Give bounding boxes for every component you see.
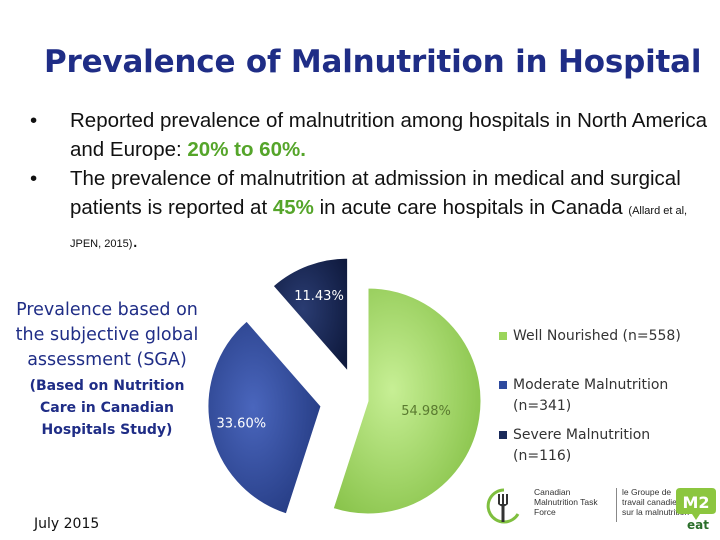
cmtf-logo-en: Canadian Malnutrition Task Force	[534, 487, 598, 517]
pie-label-well-nourished: 54.98%	[401, 404, 451, 419]
pie-slice-moderate	[207, 320, 322, 515]
bullet-list: • Reported prevalence of malnutrition amo…	[30, 106, 710, 259]
pie-slice-severe	[272, 257, 349, 373]
sga-label: Prevalence based on the subjective globa…	[14, 298, 200, 441]
bullet-2-highlight: 45%	[272, 196, 314, 219]
bullet-2-end: .	[132, 229, 139, 252]
legend-swatch-well-nourished	[499, 332, 507, 340]
cmtf-logo-fr: le Groupe de travail canadien sur la mal…	[622, 487, 690, 517]
pie-label-severe: 11.43%	[294, 289, 344, 304]
bullet-2-text-a: The prevalence of malnutrition at admiss…	[70, 167, 681, 219]
legend-label-well-nourished: Well Nourished (n=558)	[513, 328, 681, 344]
bullet-1-highlight: 20% to 60%.	[187, 138, 306, 161]
legend-label-severe-n: (n=116)	[513, 448, 572, 464]
slide-title: Prevalence of Malnutrition in Hospital	[44, 44, 702, 80]
m2-logo-text: M2	[682, 493, 709, 512]
legend-item-moderate: Moderate Malnutrition (n=341)	[499, 375, 681, 417]
date-label: July 2015	[34, 516, 100, 532]
chart-legend: Well Nourished (n=558) Moderate Malnutri…	[499, 326, 681, 467]
legend-swatch-moderate	[499, 381, 507, 389]
fork-logo-icon	[486, 488, 520, 524]
logo-divider	[616, 488, 617, 522]
sga-sub-label: (Based on Nutrition Care in Canadian Hos…	[29, 378, 185, 438]
cmtf-logo: Canadian Malnutrition Task Force le Grou…	[484, 484, 689, 528]
bullet-dot: •	[30, 109, 38, 132]
legend-label-severe: Severe Malnutrition	[513, 427, 651, 443]
sga-main-label: Prevalence based on the subjective globa…	[15, 300, 199, 370]
legend-item-severe: Severe Malnutrition (n=116)	[499, 425, 681, 467]
bullet-2-text-b: in acute care hospitals in Canada	[313, 196, 629, 219]
m2eat-logo: M2 eat	[676, 488, 716, 530]
bullet-item-2: • The prevalence of malnutrition at admis…	[30, 164, 710, 259]
bullet-item-1: • Reported prevalence of malnutrition amo…	[30, 106, 710, 164]
pie-slice-well-nourished	[332, 287, 482, 515]
legend-label-moderate-n: (n=341)	[513, 398, 572, 414]
eat-logo-text: eat	[687, 518, 709, 530]
bullet-dot: •	[30, 167, 38, 190]
pie-label-moderate: 33.60%	[217, 417, 267, 432]
bullet-1-text: Reported prevalence of malnutrition amon…	[70, 109, 707, 161]
legend-label-moderate: Moderate Malnutrition	[513, 377, 669, 393]
bullet-2-citation: (Allard et al, JPEN, 2015)	[70, 205, 688, 250]
legend-swatch-severe	[499, 431, 507, 439]
legend-item-well-nourished: Well Nourished (n=558)	[499, 326, 681, 347]
